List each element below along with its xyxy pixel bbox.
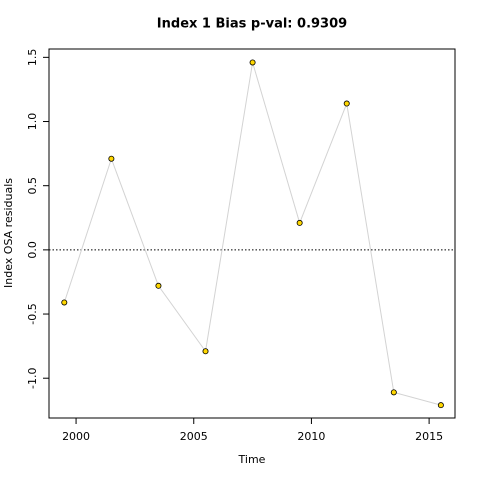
y-axis-label: Index OSA residuals <box>2 178 15 288</box>
point <box>343 100 350 107</box>
point <box>249 59 256 66</box>
y-tick-label: 0.5 <box>26 177 39 195</box>
y-tick-label: -0.5 <box>26 303 39 324</box>
chart-title: Index 1 Bias p-val: 0.9309 <box>157 17 347 32</box>
y-tick-label: -1.0 <box>26 367 39 388</box>
point <box>296 219 303 226</box>
x-axis-label: Time <box>238 453 266 466</box>
point <box>202 348 209 355</box>
x-tick-label: 2005 <box>180 430 208 443</box>
x-tick-label: 2000 <box>62 430 90 443</box>
point <box>437 402 444 409</box>
point <box>390 389 397 396</box>
x-tick-label: 2010 <box>297 430 325 443</box>
series-line <box>63 62 442 406</box>
point <box>61 299 68 306</box>
plot-frame <box>48 48 456 419</box>
x-tick-label: 2015 <box>415 430 443 443</box>
point <box>108 155 115 162</box>
y-tick-label: 1.0 <box>26 113 39 131</box>
y-tick-label: 0.0 <box>26 241 39 259</box>
point <box>155 282 162 289</box>
y-tick-label: 1.5 <box>26 49 39 66</box>
